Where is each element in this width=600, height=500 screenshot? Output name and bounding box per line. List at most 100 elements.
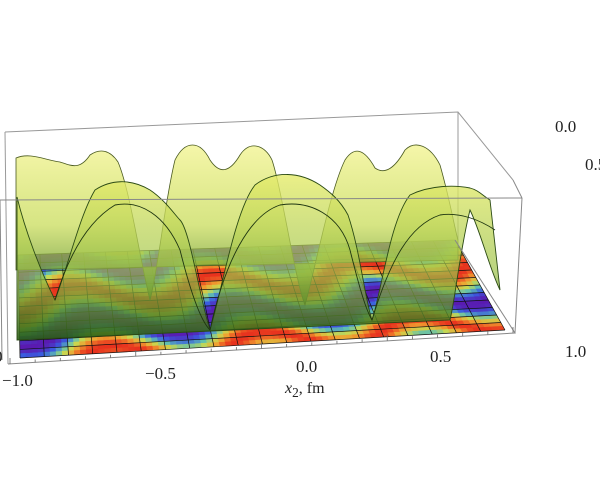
floor-cell bbox=[128, 346, 136, 353]
floor-cell bbox=[61, 337, 68, 344]
floor-cell bbox=[158, 345, 166, 351]
floor-cell bbox=[187, 335, 195, 341]
floor-cell bbox=[79, 345, 87, 351]
floor-cell bbox=[109, 339, 117, 345]
floor-cell bbox=[145, 341, 154, 347]
floor-cell bbox=[85, 340, 93, 347]
floor-cell bbox=[199, 338, 208, 344]
x-tick-label: 0.0 bbox=[296, 357, 318, 376]
floor-cell bbox=[115, 339, 123, 345]
floor-cell bbox=[110, 347, 118, 354]
floor-cell bbox=[51, 270, 58, 276]
floor-cell bbox=[86, 349, 94, 355]
floor-cell bbox=[55, 342, 63, 348]
x-tick-label: 1.0 bbox=[565, 342, 587, 361]
floor-cell bbox=[37, 347, 45, 353]
floor-cell bbox=[163, 336, 171, 342]
floor-cell bbox=[145, 337, 153, 343]
floor-cell bbox=[25, 344, 33, 350]
floor-cell bbox=[19, 340, 27, 346]
floor-cell bbox=[151, 337, 159, 343]
floor-cell bbox=[73, 349, 81, 356]
floor-cell bbox=[169, 336, 177, 342]
floor-cell bbox=[52, 283, 59, 289]
floor-cell bbox=[90, 336, 98, 342]
floor-cell bbox=[104, 348, 112, 354]
floor-cell bbox=[199, 334, 207, 340]
bounding-box-front bbox=[0, 179, 523, 365]
floor-cell bbox=[55, 350, 63, 357]
floor-cell bbox=[97, 340, 105, 346]
floor-cell bbox=[140, 346, 148, 352]
floor-cell bbox=[120, 334, 128, 340]
floor-cell bbox=[73, 345, 81, 351]
x-tick-label: −1.0 bbox=[2, 371, 33, 390]
floor-cell bbox=[194, 343, 203, 349]
floor-cell bbox=[43, 338, 51, 345]
floor-cell bbox=[98, 348, 106, 354]
floor-cell bbox=[188, 343, 197, 349]
floor-cell bbox=[182, 343, 191, 349]
x-axis-label: x2, fm bbox=[285, 380, 325, 401]
floor-cell bbox=[121, 343, 129, 349]
floor-cell bbox=[79, 341, 87, 347]
floor-cell bbox=[46, 274, 53, 280]
floor-cell bbox=[103, 344, 111, 350]
floor-cell bbox=[85, 345, 93, 351]
grid-line bbox=[19, 329, 506, 359]
left-tick-partial: 0 bbox=[0, 347, 3, 367]
floor-cell bbox=[84, 336, 92, 342]
x-axis-label-sub: 2 bbox=[292, 385, 299, 401]
floor-cell bbox=[116, 347, 124, 353]
grid-line bbox=[19, 322, 501, 350]
floor-cell bbox=[78, 336, 86, 343]
floor-cell bbox=[91, 344, 99, 350]
floor-cell bbox=[103, 339, 111, 346]
floor-cell bbox=[61, 342, 69, 348]
floor-cell bbox=[187, 339, 196, 345]
x-axis-label-var: x bbox=[285, 380, 293, 397]
floor-cell bbox=[49, 347, 57, 353]
floor-cell bbox=[146, 345, 154, 351]
floor-cell bbox=[25, 352, 33, 358]
floor-cell bbox=[49, 338, 56, 344]
floor-cell bbox=[176, 344, 185, 350]
floor-cell bbox=[31, 343, 39, 350]
floor-cell bbox=[56, 270, 64, 276]
x-tick-label: 0.5 bbox=[430, 347, 452, 366]
floor-cell bbox=[43, 351, 51, 357]
floor-cell bbox=[19, 344, 27, 350]
floor-cell bbox=[49, 351, 57, 357]
floor-cell bbox=[181, 339, 190, 345]
floor-cell bbox=[73, 337, 80, 343]
floor-cell bbox=[181, 335, 189, 341]
floor-cell bbox=[37, 352, 45, 358]
floor-cell bbox=[163, 340, 172, 346]
floor-cell bbox=[67, 350, 75, 356]
floor-cell bbox=[152, 345, 160, 351]
floor-cell bbox=[133, 338, 141, 344]
floor-cell bbox=[193, 339, 202, 345]
floor-cell bbox=[102, 335, 110, 341]
floor-cell bbox=[96, 335, 104, 342]
surface-front-ridge bbox=[54, 203, 496, 331]
floor-cell bbox=[67, 346, 75, 352]
floor-cell bbox=[114, 335, 122, 341]
floor-cell bbox=[97, 344, 105, 350]
floor-cell bbox=[51, 278, 59, 284]
floor-cell bbox=[19, 353, 27, 358]
floor-cell bbox=[55, 346, 63, 352]
x-axis-label-unit: , fm bbox=[298, 380, 325, 397]
floor-cell bbox=[127, 342, 135, 348]
floor-cell bbox=[121, 338, 129, 345]
floor-cell bbox=[19, 348, 27, 355]
floor-cell bbox=[37, 339, 45, 345]
floor-cell bbox=[139, 342, 148, 348]
floor-cell bbox=[175, 335, 183, 341]
floor-cell bbox=[108, 335, 116, 341]
floor-cell bbox=[51, 274, 59, 280]
axis-ticks bbox=[9, 327, 514, 364]
floor-cell bbox=[151, 341, 160, 347]
